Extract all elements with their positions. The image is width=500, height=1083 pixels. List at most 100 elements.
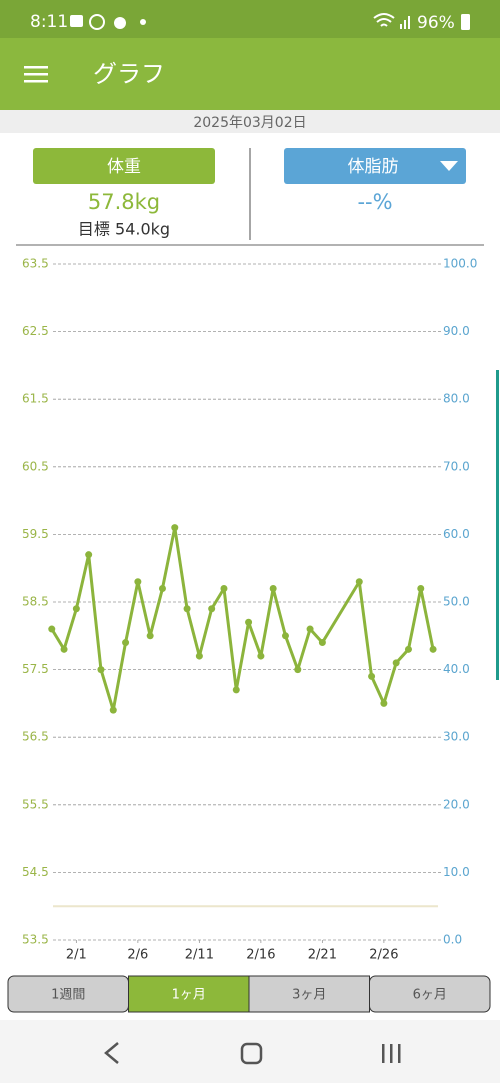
weight-button-label: 体重 (107, 157, 141, 177)
status-icon (70, 15, 83, 27)
y2-tick-label: 80.0 (443, 392, 470, 406)
status-icon (89, 14, 105, 30)
y-tick-label: 53.5 (22, 933, 49, 947)
menu-line (24, 73, 48, 76)
data-point (97, 666, 105, 674)
nav-bar (0, 1020, 500, 1083)
fat-button-label: 体脂肪 (348, 157, 399, 177)
tab[interactable] (369, 975, 491, 1013)
date: 2025年03月02日 (193, 115, 306, 131)
signal-icon (400, 24, 402, 29)
signal-icon (404, 20, 406, 29)
data-point (380, 699, 388, 707)
data-point (318, 639, 326, 647)
y-tick-label: 58.5 (22, 595, 49, 609)
recents-line (382, 1044, 385, 1063)
data-point (158, 584, 166, 592)
recents-line (390, 1044, 393, 1063)
fat-value: --% (357, 190, 392, 214)
data-point (72, 605, 80, 613)
data-point (220, 584, 228, 592)
x-tick-label: 2/16 (246, 948, 275, 963)
data-point (134, 578, 142, 586)
recents-button[interactable] (382, 1044, 401, 1063)
y2-tick-label: 40.0 (443, 662, 470, 676)
tab-label: 1ヶ月 (172, 988, 206, 1003)
battery-percent: 96% (417, 13, 455, 33)
recents-line (398, 1044, 401, 1063)
app-title: グラフ (93, 60, 165, 88)
scrollbar (496, 370, 499, 680)
signal-icon (408, 16, 410, 29)
x-tick-label: 2/21 (308, 948, 337, 963)
data-point (294, 666, 302, 674)
data-point (429, 645, 437, 653)
data-point (281, 632, 289, 640)
data-point (232, 686, 240, 694)
fat-button[interactable] (284, 148, 466, 184)
home-button[interactable] (240, 1042, 263, 1065)
weight-line (50, 526, 435, 712)
y-tick-label: 63.5 (22, 257, 49, 271)
data-point (195, 652, 203, 660)
y2-tick-label: 50.0 (443, 595, 470, 609)
back-button[interactable] (104, 1042, 119, 1064)
date-strip (0, 110, 500, 133)
data-point (146, 632, 154, 640)
data-point (208, 605, 216, 613)
data-point (245, 618, 253, 626)
status-time: 8:11 (30, 12, 68, 32)
goal-value: 目標 54.0kg (78, 220, 170, 239)
x-tick-label: 2/11 (185, 948, 214, 963)
tab[interactable] (248, 975, 370, 1013)
menu-button[interactable] (24, 66, 48, 83)
data-point (417, 584, 425, 592)
dropdown-arrow (440, 161, 458, 171)
tab-label: 6ヶ月 (413, 988, 447, 1003)
y2-tick-label: 30.0 (443, 730, 470, 744)
data-point (257, 652, 265, 660)
data-point (269, 584, 277, 592)
y-tick-label: 56.5 (22, 730, 49, 744)
y-tick-label: 59.5 (22, 527, 49, 541)
y2-tick-label: 60.0 (443, 527, 470, 541)
y2-tick-label: 100.0 (443, 257, 477, 271)
weight-button[interactable] (33, 148, 215, 184)
battery-icon (461, 14, 470, 30)
y-tick-label: 55.5 (22, 797, 49, 811)
data-point (404, 645, 412, 653)
y-tick-label: 54.5 (22, 865, 49, 879)
data-point (355, 578, 363, 586)
menu-line (24, 80, 48, 83)
wifi-icon (373, 13, 395, 27)
tab-label: 1週間 (51, 988, 85, 1003)
data-point (392, 659, 400, 667)
data-point (122, 639, 130, 647)
y-tick-label: 60.5 (22, 459, 49, 473)
data-point (306, 625, 314, 633)
y2-tick-label: 90.0 (443, 324, 470, 338)
data-point (85, 551, 93, 559)
y-tick-label: 57.5 (22, 662, 49, 676)
y2-tick-label: 70.0 (443, 459, 470, 473)
data-point (183, 605, 191, 613)
status-bar (0, 0, 500, 38)
y-tick-label: 61.5 (22, 392, 49, 406)
weight-value: 57.8kg (88, 190, 160, 214)
data-point (48, 625, 56, 633)
status-icon (114, 17, 126, 29)
menu-line (24, 66, 48, 69)
x-tick-label: 2/6 (127, 948, 148, 963)
x-tick-label: 2/26 (369, 948, 398, 963)
x-tick-label: 2/1 (66, 948, 87, 963)
y2-tick-label: 0.0 (443, 933, 462, 947)
y-tick-label: 62.5 (22, 324, 49, 338)
tab-label: 3ヶ月 (292, 988, 326, 1003)
y2-tick-label: 20.0 (443, 797, 470, 811)
data-point (109, 706, 117, 714)
app-bar (0, 38, 500, 110)
data-point (171, 524, 179, 532)
y2-tick-label: 10.0 (443, 865, 470, 879)
